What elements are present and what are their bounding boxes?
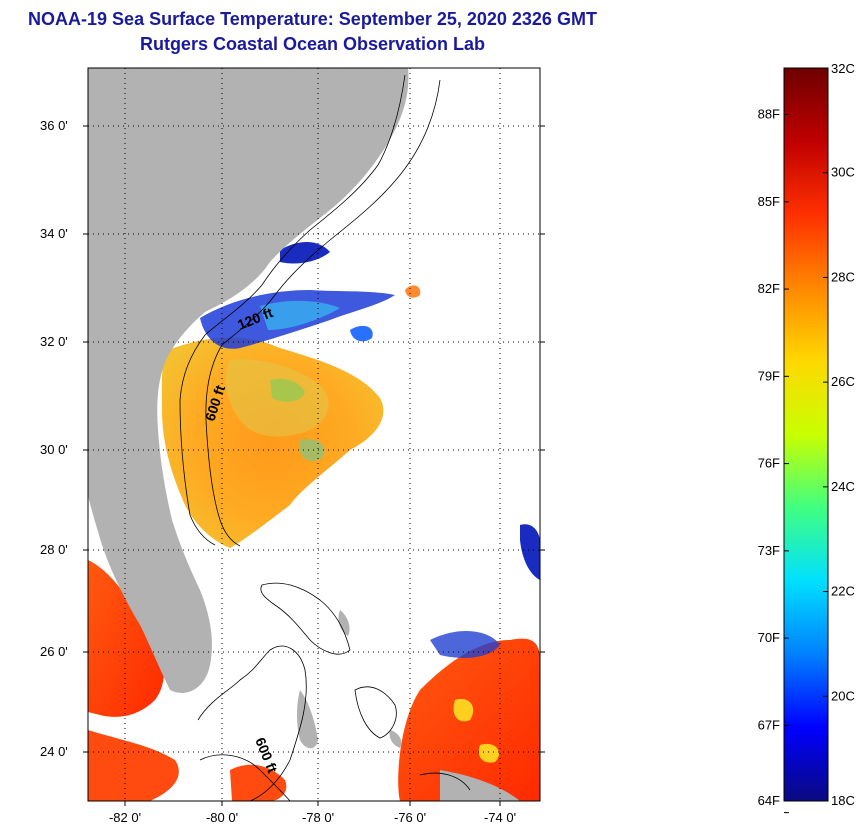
colorbar-label-fahrenheit: 82F [758, 281, 780, 296]
lat-label: 28 0' [40, 542, 68, 557]
lat-label: 30 0' [40, 442, 68, 457]
colorbar-label-celsius: 28C [831, 269, 855, 284]
colorbar-gradient [783, 67, 829, 802]
lat-label: 24 0' [40, 744, 68, 759]
lon-label: -82 0' [109, 810, 141, 825]
colorbar-label-celsius: 32C [831, 61, 855, 76]
colorbar-label-fahrenheit: 79F [758, 368, 780, 383]
land-us-east [88, 68, 409, 693]
colorbar-label-fahrenheit: 76F [758, 456, 780, 471]
lon-label: -78 0' [302, 810, 334, 825]
lat-label: 34 0' [40, 226, 68, 241]
map-frame [87, 67, 541, 802]
lon-label: -76 0' [394, 810, 426, 825]
colorbar-label-celsius: 24C [831, 479, 855, 494]
colorbar-label-celsius: 30C [831, 165, 855, 180]
lat-label: 26 0' [40, 644, 68, 659]
colorbar-label-fahrenheit: 64F [758, 793, 780, 808]
axis-ticks [83, 125, 545, 806]
lat-label: 32 0' [40, 334, 68, 349]
land-bahamas [297, 690, 318, 749]
colorbar-label-celsius: 18C [831, 793, 855, 808]
colorbar-label-celsius: 22C [831, 584, 855, 599]
colorbar-label-fahrenheit: 70F [758, 630, 780, 645]
map-title: NOAA-19 Sea Surface Temperature: Septemb… [28, 9, 597, 29]
sst-hot-south-west [88, 560, 165, 717]
colorbar-label-fahrenheit: 73F [758, 543, 780, 558]
colorbar-label-fahrenheit: 88F [758, 107, 780, 122]
lon-label: -74 0' [484, 810, 516, 825]
colorbar-label-fahrenheit: 67F [758, 717, 780, 732]
colorbar-label-celsius: 26C [831, 374, 855, 389]
lat-label: 36 0' [40, 118, 68, 133]
colorbar-label-fahrenheit: 85F [758, 194, 780, 209]
sst-warm-region [161, 337, 384, 548]
bathymetry-contours [179, 74, 471, 801]
map-subtitle: Rutgers Coastal Ocean Observation Lab [139, 34, 486, 54]
lon-label: -80 0' [206, 810, 238, 825]
graticule [88, 68, 540, 801]
colorbar-label-celsius: 20C [831, 688, 855, 703]
